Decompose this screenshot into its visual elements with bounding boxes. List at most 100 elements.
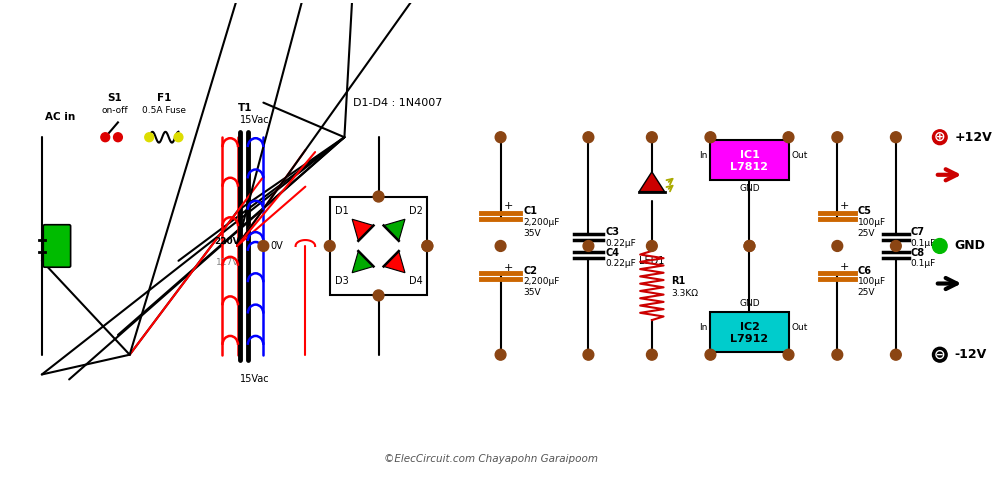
Text: L7812: L7812 xyxy=(730,162,768,172)
Text: IC1: IC1 xyxy=(740,150,759,160)
Text: GND: GND xyxy=(739,299,760,308)
Text: C4: C4 xyxy=(605,248,619,258)
Circle shape xyxy=(324,241,335,251)
Circle shape xyxy=(783,132,794,143)
Text: 0.22μF: 0.22μF xyxy=(605,240,636,248)
Text: L7912: L7912 xyxy=(730,334,769,344)
Text: F1: F1 xyxy=(157,93,171,103)
Text: ⊕: ⊕ xyxy=(934,130,946,144)
Circle shape xyxy=(832,132,843,143)
Circle shape xyxy=(891,132,901,143)
Circle shape xyxy=(832,241,843,251)
Text: +: + xyxy=(840,262,850,272)
Text: 220V: 220V xyxy=(214,237,240,246)
Circle shape xyxy=(832,349,843,360)
Circle shape xyxy=(495,349,506,360)
Circle shape xyxy=(583,349,594,360)
Polygon shape xyxy=(352,251,374,273)
Circle shape xyxy=(145,133,154,142)
Circle shape xyxy=(932,130,947,145)
Circle shape xyxy=(422,241,433,251)
Text: D1-D4 : 1N4007: D1-D4 : 1N4007 xyxy=(353,98,443,107)
Text: Out: Out xyxy=(791,323,808,331)
Text: 100μF: 100μF xyxy=(858,277,886,286)
Bar xyxy=(710,312,789,352)
Text: +12V: +12V xyxy=(954,131,992,144)
Text: LED1: LED1 xyxy=(639,256,665,266)
Text: +: + xyxy=(504,201,513,211)
Bar xyxy=(710,140,789,180)
Text: S1: S1 xyxy=(108,93,122,103)
Text: AC in: AC in xyxy=(45,112,75,122)
Circle shape xyxy=(101,133,110,142)
Text: 100μF: 100μF xyxy=(858,218,886,227)
Bar xyxy=(330,196,427,295)
Circle shape xyxy=(705,132,716,143)
Text: IC2: IC2 xyxy=(740,322,759,332)
Text: 0.22μF: 0.22μF xyxy=(605,259,636,268)
Text: D1: D1 xyxy=(335,207,348,216)
Text: In: In xyxy=(699,151,707,159)
Circle shape xyxy=(783,349,794,360)
Text: 35V: 35V xyxy=(523,228,541,238)
Text: 25V: 25V xyxy=(858,228,875,238)
Circle shape xyxy=(373,290,384,301)
Circle shape xyxy=(583,241,594,251)
Text: 0.1μF: 0.1μF xyxy=(911,239,936,247)
Text: D3: D3 xyxy=(335,276,348,286)
Polygon shape xyxy=(384,251,405,273)
Text: 2,200μF: 2,200μF xyxy=(523,218,559,227)
Text: C7: C7 xyxy=(911,227,925,237)
Text: Out: Out xyxy=(791,151,808,159)
Text: ©ElecCircuit.com Chayapohn Garaipoom: ©ElecCircuit.com Chayapohn Garaipoom xyxy=(384,453,598,464)
Text: +: + xyxy=(840,201,850,211)
Text: C3: C3 xyxy=(605,227,619,237)
Text: on-off: on-off xyxy=(102,106,128,116)
Text: 2,200μF: 2,200μF xyxy=(523,277,559,286)
Circle shape xyxy=(891,349,901,360)
Circle shape xyxy=(934,241,945,251)
Circle shape xyxy=(744,241,755,251)
Circle shape xyxy=(583,132,594,143)
Circle shape xyxy=(373,191,384,202)
Polygon shape xyxy=(639,172,665,191)
Text: 0.5A Fuse: 0.5A Fuse xyxy=(142,106,186,116)
FancyBboxPatch shape xyxy=(43,225,71,267)
Text: T1: T1 xyxy=(238,103,252,112)
Circle shape xyxy=(495,132,506,143)
Text: GND: GND xyxy=(739,184,760,192)
Circle shape xyxy=(495,241,506,251)
Circle shape xyxy=(932,347,947,362)
Text: D2: D2 xyxy=(409,207,423,216)
Polygon shape xyxy=(352,219,374,241)
Circle shape xyxy=(705,349,716,360)
Text: ⊖: ⊖ xyxy=(934,347,946,362)
Text: 35V: 35V xyxy=(523,288,541,297)
Text: 15Vac: 15Vac xyxy=(240,115,270,125)
Text: +: + xyxy=(504,263,513,273)
Circle shape xyxy=(646,241,657,251)
Circle shape xyxy=(422,241,433,251)
Text: C1: C1 xyxy=(523,207,537,216)
Circle shape xyxy=(891,241,901,251)
Circle shape xyxy=(174,133,183,142)
Text: 3.3KΩ: 3.3KΩ xyxy=(671,289,698,298)
Text: 25V: 25V xyxy=(858,288,875,297)
Text: R1: R1 xyxy=(671,276,686,286)
Text: 117V: 117V xyxy=(216,258,239,267)
Text: C2: C2 xyxy=(523,266,537,276)
Text: C5: C5 xyxy=(858,207,872,216)
Circle shape xyxy=(934,132,945,143)
Text: D4: D4 xyxy=(409,276,423,286)
Text: 0.1μF: 0.1μF xyxy=(911,259,936,268)
Text: 0V: 0V xyxy=(270,241,283,251)
Text: -12V: -12V xyxy=(954,348,987,361)
Circle shape xyxy=(258,241,269,251)
Circle shape xyxy=(114,133,122,142)
Text: In: In xyxy=(699,323,707,331)
Circle shape xyxy=(646,132,657,143)
Polygon shape xyxy=(384,219,405,241)
Text: GND: GND xyxy=(954,240,985,252)
Circle shape xyxy=(744,241,755,251)
Text: C6: C6 xyxy=(858,266,872,276)
